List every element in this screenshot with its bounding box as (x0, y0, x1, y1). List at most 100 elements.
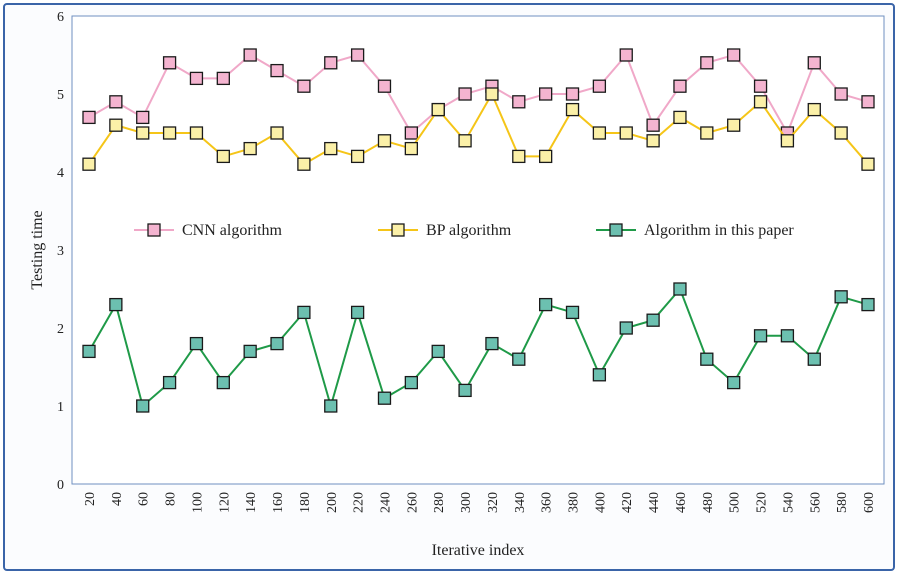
data-point (324, 56, 338, 70)
data-point (673, 110, 687, 125)
data-point (727, 48, 741, 62)
data-point (350, 48, 365, 62)
data-point (297, 305, 311, 320)
plot-area (71, 15, 885, 485)
data-point (458, 87, 472, 101)
data-point (485, 336, 499, 351)
data-point (243, 48, 257, 62)
data-point (324, 141, 338, 156)
y-tick-label: 6 (57, 10, 64, 25)
data-point (861, 157, 875, 171)
series-1 (82, 87, 875, 171)
data-point (82, 157, 96, 171)
data-point (404, 141, 418, 156)
y-tick-label: 0 (57, 478, 64, 493)
y-tick-label: 3 (57, 244, 64, 259)
data-point (565, 305, 580, 320)
data-point (404, 126, 418, 140)
data-point (565, 87, 580, 101)
data-point (727, 118, 741, 132)
x-tick-label: 500 (728, 492, 743, 513)
data-point (162, 56, 177, 70)
x-tick-label: 600 (862, 492, 877, 513)
data-point (350, 305, 365, 320)
data-point (377, 134, 392, 148)
data-point (700, 352, 714, 366)
data-point (377, 391, 392, 405)
x-tick-label: 300 (459, 492, 474, 513)
y-tick-label: 5 (57, 88, 64, 103)
x-tick-label: 280 (432, 492, 447, 513)
x-tick-label: 240 (378, 492, 393, 513)
data-point (350, 149, 365, 164)
x-tick-label: 520 (755, 492, 770, 513)
data-point (297, 79, 311, 93)
data-point (834, 87, 848, 101)
data-point (109, 297, 123, 312)
data-point (109, 118, 123, 132)
data-point (539, 149, 553, 164)
data-point (485, 87, 499, 101)
data-point (189, 126, 204, 140)
series-layer (82, 48, 875, 413)
data-point (189, 71, 204, 86)
data-point (619, 126, 633, 140)
x-tick-label: 160 (271, 492, 286, 513)
data-point (270, 63, 284, 78)
data-point (619, 48, 633, 62)
legend-label: CNN algorithm (182, 222, 283, 239)
y-axis-title: Testing time (29, 210, 46, 289)
x-tick-label: 200 (325, 492, 340, 513)
data-point (753, 329, 768, 343)
data-point (780, 329, 795, 343)
x-tick-label: 120 (217, 492, 232, 513)
series-2 (82, 282, 875, 413)
x-tick-label: 420 (620, 492, 635, 513)
data-point (592, 368, 607, 382)
data-point (297, 157, 311, 171)
data-point (458, 383, 472, 398)
data-point (700, 126, 714, 140)
legend-label: Algorithm in this paper (644, 222, 794, 239)
x-tick-label: 440 (647, 492, 662, 513)
x-tick-label: 320 (486, 492, 501, 513)
x-tick-label: 260 (405, 492, 420, 513)
legend-item: Algorithm in this paper (596, 222, 794, 239)
data-point (539, 297, 553, 312)
y-tick-label: 4 (57, 166, 64, 181)
legend-item: CNN algorithm (134, 222, 283, 239)
legend-marker (147, 223, 161, 237)
data-point (753, 95, 768, 109)
data-point (753, 79, 768, 93)
x-tick-label: 360 (540, 492, 555, 513)
legend-marker (609, 223, 623, 237)
x-tick-label: 40 (110, 492, 125, 506)
x-axis-title: Iterative index (432, 542, 525, 559)
y-tick-label: 1 (57, 400, 64, 415)
data-point (136, 126, 150, 140)
data-point (216, 149, 230, 164)
legend-marker (391, 223, 405, 237)
data-point (673, 79, 687, 93)
legend-label: BP algorithm (426, 222, 512, 239)
data-point (216, 375, 230, 390)
data-point (807, 102, 821, 117)
data-point (377, 79, 392, 93)
data-point (673, 282, 687, 296)
data-point (539, 87, 553, 101)
data-point (834, 290, 848, 304)
data-point (243, 344, 257, 359)
x-tick-label: 540 (781, 492, 796, 513)
data-point (109, 95, 123, 109)
data-point (162, 126, 177, 140)
x-tick-label: 180 (298, 492, 313, 513)
data-point (861, 297, 875, 312)
x-axis-ticks: 20 40 60 80 100 120 140 160 180 200 220 240 260 280 30… (83, 492, 877, 513)
data-point (834, 126, 848, 140)
x-tick-label: 400 (593, 492, 608, 513)
data-point (136, 110, 150, 125)
data-point (82, 344, 96, 359)
legend-item: BP algorithm (378, 222, 512, 239)
data-point (82, 110, 96, 125)
